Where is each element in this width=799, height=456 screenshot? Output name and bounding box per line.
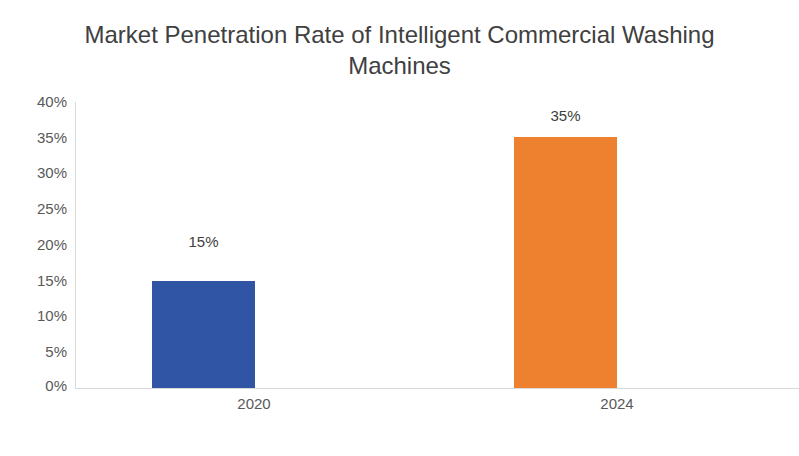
ytick-5: 5% — [18, 343, 67, 361]
ytick-10: 10% — [18, 307, 67, 325]
xtick-2020: 2020 — [204, 395, 304, 413]
chart-canvas: Market Penetration Rate of Intelligent C… — [0, 0, 799, 456]
ytick-30: 30% — [18, 164, 67, 182]
ytick-15: 15% — [18, 272, 67, 290]
ytick-40: 40% — [18, 93, 67, 111]
data-label-2020: 15% — [152, 233, 255, 251]
xtick-2024: 2024 — [567, 395, 667, 413]
x-axis-line — [75, 388, 799, 389]
chart-title-line-1: Market Penetration Rate of Intelligent C… — [0, 19, 799, 50]
y-axis-line — [75, 102, 76, 388]
ytick-20: 20% — [18, 236, 67, 254]
data-label-2024: 35% — [514, 107, 617, 125]
bar-2024 — [514, 137, 617, 388]
chart-title-line-2: Machines — [0, 50, 799, 81]
bar-2020 — [152, 281, 255, 388]
ytick-0: 0% — [18, 377, 67, 395]
ytick-35: 35% — [18, 129, 67, 147]
ytick-25: 25% — [18, 200, 67, 218]
chart-title: Market Penetration Rate of Intelligent C… — [0, 19, 799, 81]
